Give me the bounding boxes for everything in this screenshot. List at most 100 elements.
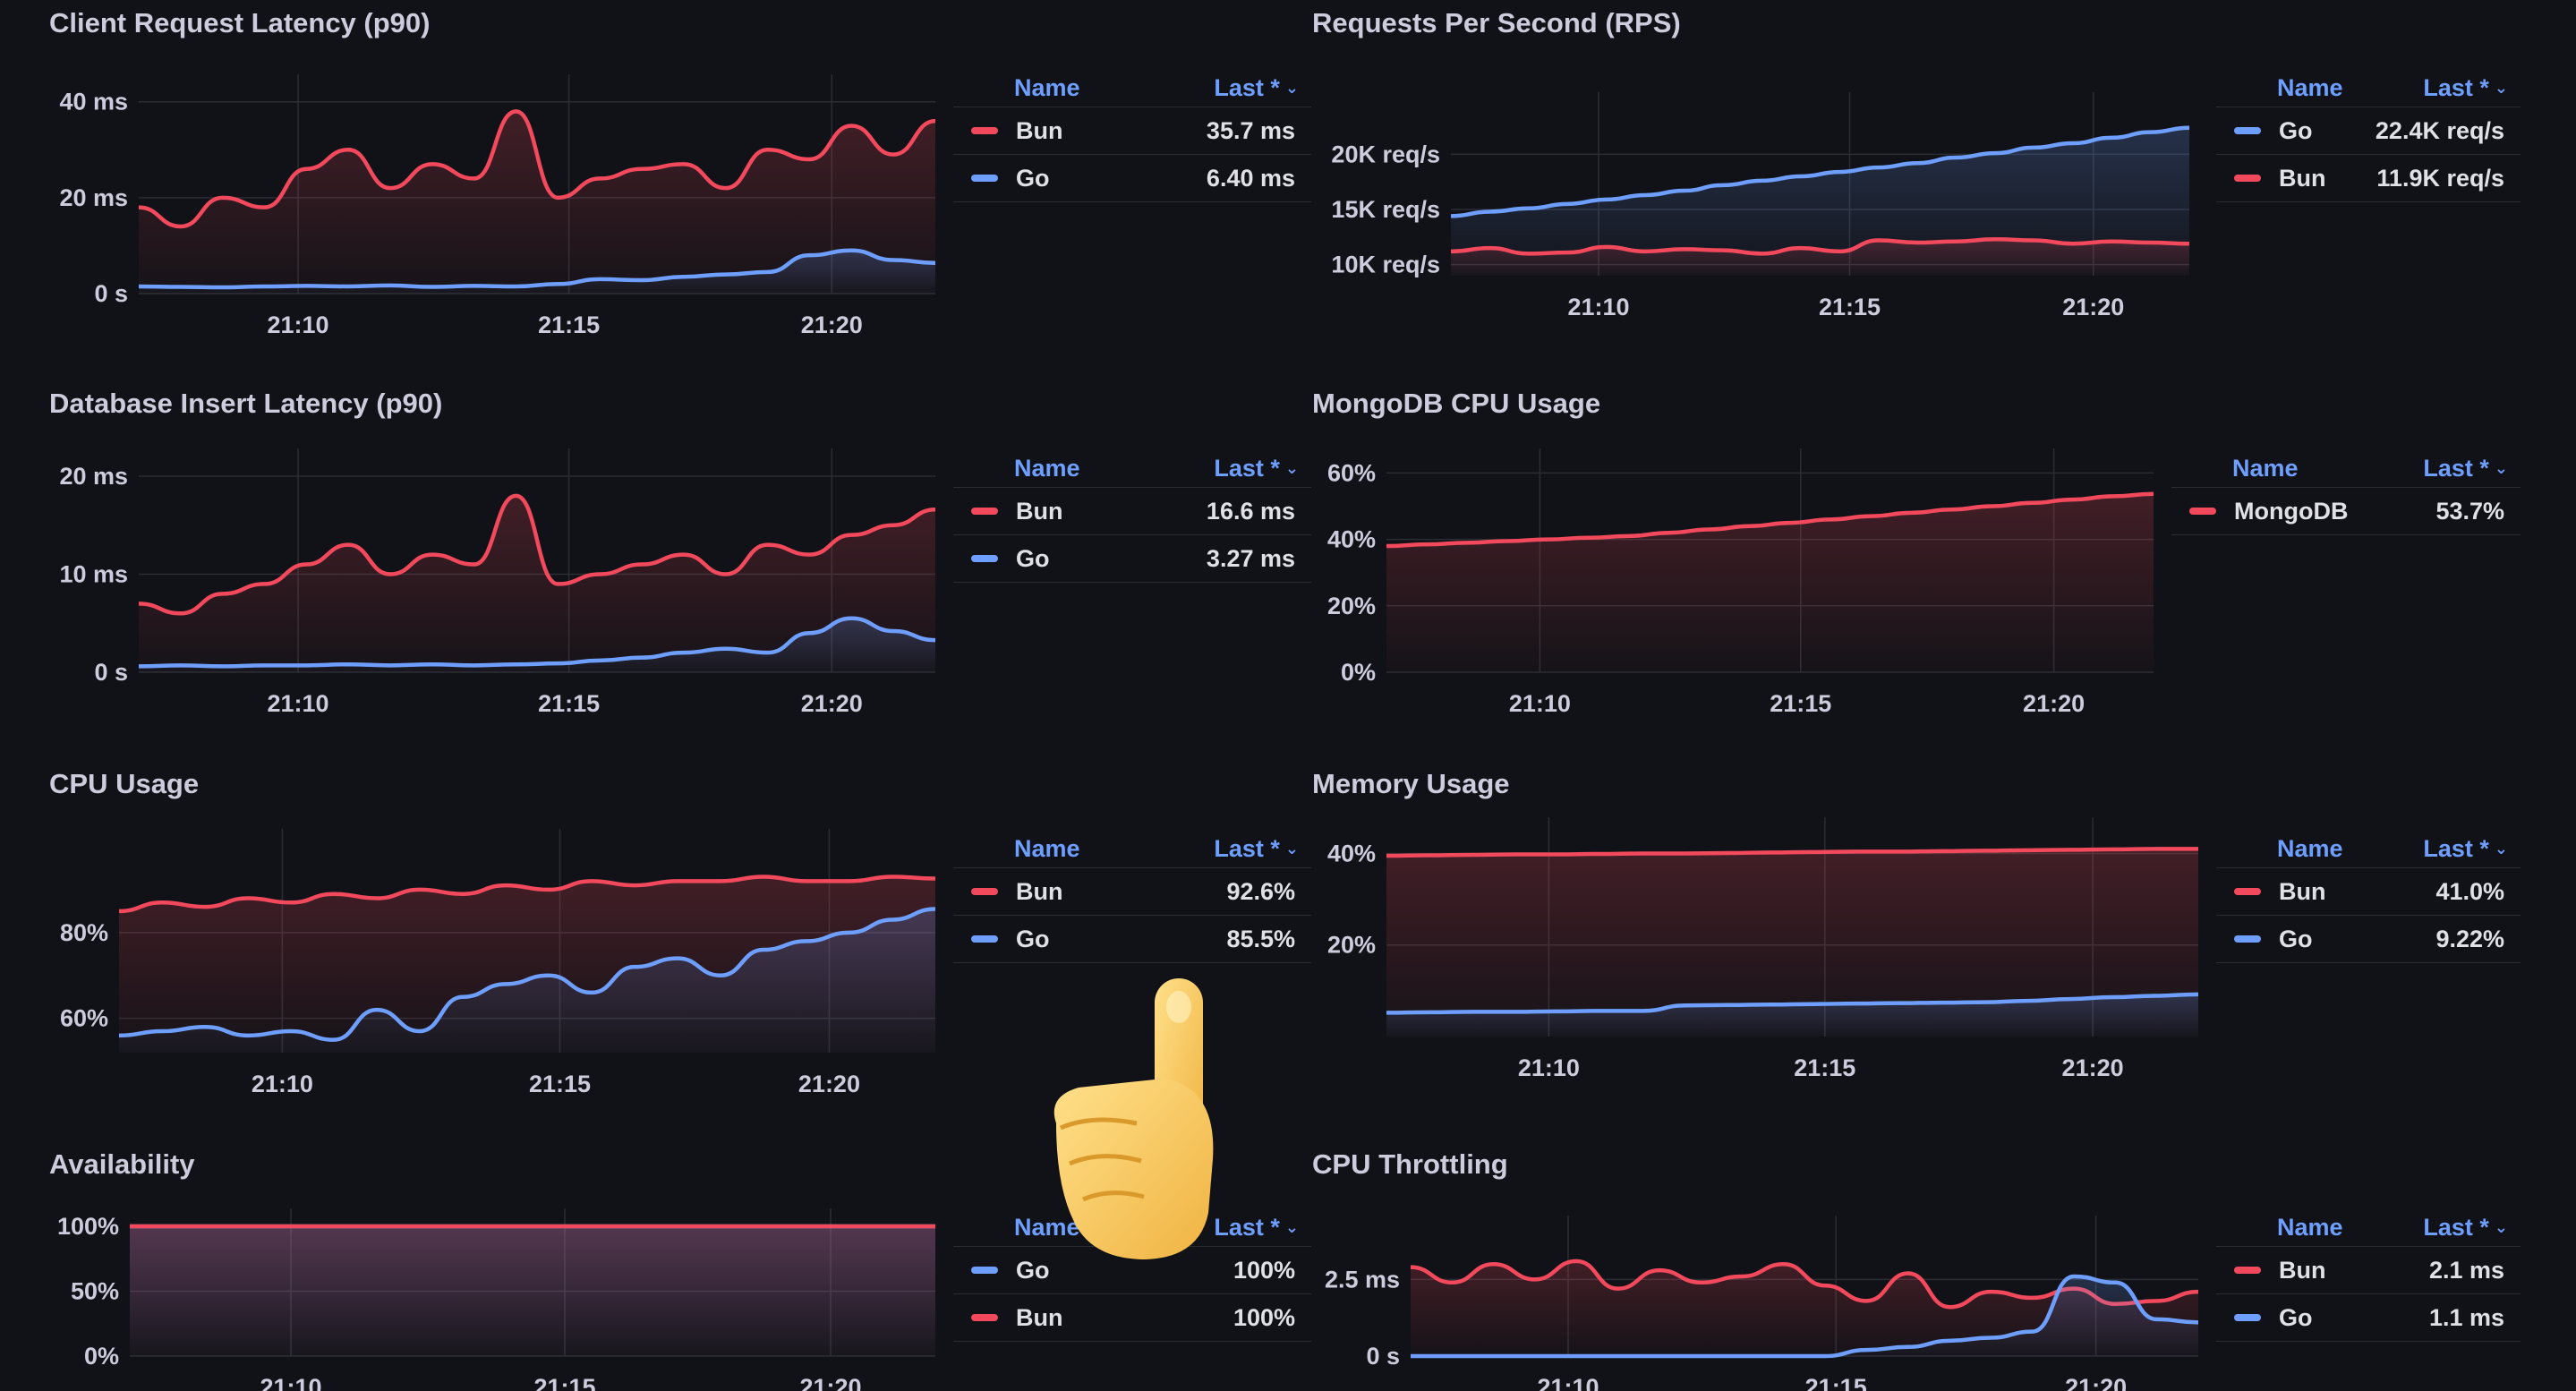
x-tick-label: 21:15 — [1819, 294, 1881, 320]
panel-title: Memory Usage — [1312, 768, 1510, 799]
legend-row-bun[interactable]: Bun 11.9K req/s — [2216, 155, 2521, 202]
panel-db-latency: Database Insert Latency (p90) 21:10 21:15 2… — [49, 388, 1311, 746]
y-tick-label: 60% — [1327, 459, 1376, 486]
legend-series-name: Bun — [2279, 1256, 2326, 1284]
legend-series-name: Bun — [1016, 116, 1063, 144]
x-tick-label: 21:20 — [798, 1071, 860, 1097]
legend-row-bun[interactable]: Bun 16.6 ms — [953, 488, 1311, 535]
series-swatch-icon — [2234, 127, 2261, 134]
legend-row-bun[interactable]: Bun 2.1 ms — [2216, 1247, 2521, 1294]
series-swatch-icon — [2234, 935, 2261, 943]
legend-last-header[interactable]: Last * ⌄ — [2423, 835, 2508, 863]
legend-last-value: 53.7% — [2435, 497, 2504, 525]
x-tick-label: 21:20 — [801, 311, 863, 338]
y-tick-label: 100% — [57, 1213, 119, 1240]
legend-series-name: Go — [1016, 925, 1050, 952]
y-tick-label: 0 s — [94, 280, 128, 307]
y-tick-label: 40 ms — [59, 89, 128, 115]
series-line-go — [138, 248, 936, 290]
panel-throttling: CPU Throttling 21:10 21:15 21:20 0 s 2.5 ms N… — [1312, 1148, 2529, 1391]
legend-series-name: Bun — [1016, 497, 1063, 525]
series-area-bun — [1386, 849, 2198, 1037]
legend-row-mongodb[interactable]: MongoDB 53.7% — [2171, 488, 2521, 535]
legend-last-header[interactable]: Last * ⌄ — [2423, 74, 2508, 102]
legend-last-value: 41.0% — [2435, 877, 2504, 905]
panel-client-latency: Client Request Latency (p90) 21:10 21:15 21… — [49, 7, 1311, 365]
legend-series-name: Go — [1016, 1256, 1050, 1284]
y-tick-label: 0 s — [94, 659, 128, 686]
legend-name-header[interactable]: Name — [1014, 455, 1080, 482]
series-swatch-icon — [2234, 1314, 2261, 1321]
series-swatch-icon — [971, 935, 998, 943]
legend-last-label: Last * — [2423, 835, 2489, 862]
legend-last-header[interactable]: Last * ⌄ — [1214, 835, 1299, 863]
legend-row-go[interactable]: Go 22.4K req/s — [2216, 107, 2521, 155]
legend-name-header[interactable]: Name — [2277, 1214, 2343, 1241]
legend-last-header[interactable]: Last * ⌄ — [1214, 1214, 1299, 1242]
legend-name-header[interactable]: Name — [1014, 74, 1080, 101]
panel-cpu-usage: CPU Usage 21:10 21:15 21:20 60% 80% Name Last… — [49, 768, 1311, 1126]
chart: 21:10 21:15 21:20 0 s 2.5 ms — [1325, 1216, 2199, 1391]
legend-last-value: 22.4K req/s — [2375, 116, 2504, 144]
x-tick-label: 21:10 — [260, 1374, 321, 1391]
y-tick-label: 0% — [84, 1343, 119, 1370]
legend-last-label: Last * — [2423, 455, 2489, 482]
chart: 21:10 21:15 21:20 0 s 10 ms 20 ms — [59, 448, 936, 717]
y-tick-label: 60% — [60, 1005, 108, 1032]
y-tick-label: 2.5 ms — [1325, 1266, 1400, 1293]
legend-row-go[interactable]: Go 100% — [953, 1247, 1311, 1294]
legend-series-name: MongoDB — [2234, 497, 2349, 525]
legend-header: Name Last * ⌄ — [953, 831, 1311, 868]
legend-last-label: Last * — [1214, 1214, 1280, 1241]
legend-name-header[interactable]: Name — [2277, 835, 2343, 862]
series-line-go — [1410, 1274, 2199, 1359]
legend-series-name: Go — [2279, 116, 2313, 144]
x-tick-label: 21:10 — [267, 690, 328, 717]
legend-last-value: 6.40 ms — [1206, 164, 1295, 192]
panel-title: CPU Usage — [49, 768, 200, 799]
legend-name-header[interactable]: Name — [1014, 835, 1080, 862]
legend-row-go[interactable]: Go 9.22% — [2216, 916, 2521, 963]
legend-last-value: 100% — [1233, 1256, 1295, 1284]
legend-row-bun[interactable]: Bun 100% — [953, 1294, 1311, 1342]
panel-title: MongoDB CPU Usage — [1312, 388, 1601, 419]
series-swatch-icon — [2189, 508, 2216, 515]
legend-row-go[interactable]: Go 1.1 ms — [2216, 1294, 2521, 1342]
panel-mongo-cpu: MongoDB CPU Usage 21:10 21:15 21:20 0% 20% 40%… — [1312, 388, 2529, 746]
legend: Name Last * ⌄ Bun 16.6 ms Go 3.27 ms — [953, 450, 1311, 583]
legend-last-header[interactable]: Last * ⌄ — [1214, 455, 1299, 482]
x-tick-label: 21:20 — [2023, 690, 2085, 717]
legend-header: Name Last * ⌄ — [953, 450, 1311, 488]
panel-memory: Memory Usage 21:10 21:15 21:20 20% 40% Name L… — [1312, 768, 2529, 1126]
legend-name-header[interactable]: Name — [2232, 455, 2299, 482]
legend-name-header[interactable]: Name — [2277, 74, 2343, 101]
legend-row-go[interactable]: Go 3.27 ms — [953, 535, 1311, 583]
legend-row-bun[interactable]: Bun 92.6% — [953, 868, 1311, 916]
chevron-down-icon: ⌄ — [1284, 79, 1299, 97]
series-line-bun — [138, 109, 936, 229]
x-tick-label: 21:15 — [1805, 1374, 1867, 1391]
legend-row-go[interactable]: Go 6.40 ms — [953, 155, 1311, 202]
legend-last-header[interactable]: Last * ⌄ — [2423, 1214, 2508, 1242]
legend-name-header[interactable]: Name — [1014, 1214, 1080, 1241]
legend-last-header[interactable]: Last * ⌄ — [1214, 74, 1299, 102]
x-tick-label: 21:15 — [538, 690, 600, 717]
legend-last-value: 16.6 ms — [1206, 497, 1295, 525]
legend-series-name: Go — [1016, 544, 1050, 572]
series-swatch-icon — [971, 175, 998, 182]
legend-last-value: 2.1 ms — [2428, 1256, 2504, 1284]
x-tick-label: 21:15 — [1770, 690, 1831, 717]
y-tick-label: 10K req/s — [1331, 252, 1440, 278]
chart: 21:10 21:15 21:20 20% 40% — [1327, 817, 2199, 1081]
legend-row-go[interactable]: Go 85.5% — [953, 916, 1311, 963]
panel-title: CPU Throttling — [1312, 1148, 1508, 1180]
series-area-bun — [1411, 1260, 2198, 1356]
legend-last-header[interactable]: Last * ⌄ — [2423, 455, 2508, 482]
x-tick-label: 21:10 — [267, 311, 328, 338]
legend-header: Name Last * ⌄ — [2216, 831, 2521, 868]
legend-row-bun[interactable]: Bun 41.0% — [2216, 868, 2521, 916]
series-swatch-icon — [971, 888, 998, 895]
y-tick-label: 15K req/s — [1331, 196, 1440, 223]
legend-header: Name Last * ⌄ — [2171, 450, 2521, 488]
legend-row-bun[interactable]: Bun 35.7 ms — [953, 107, 1311, 155]
